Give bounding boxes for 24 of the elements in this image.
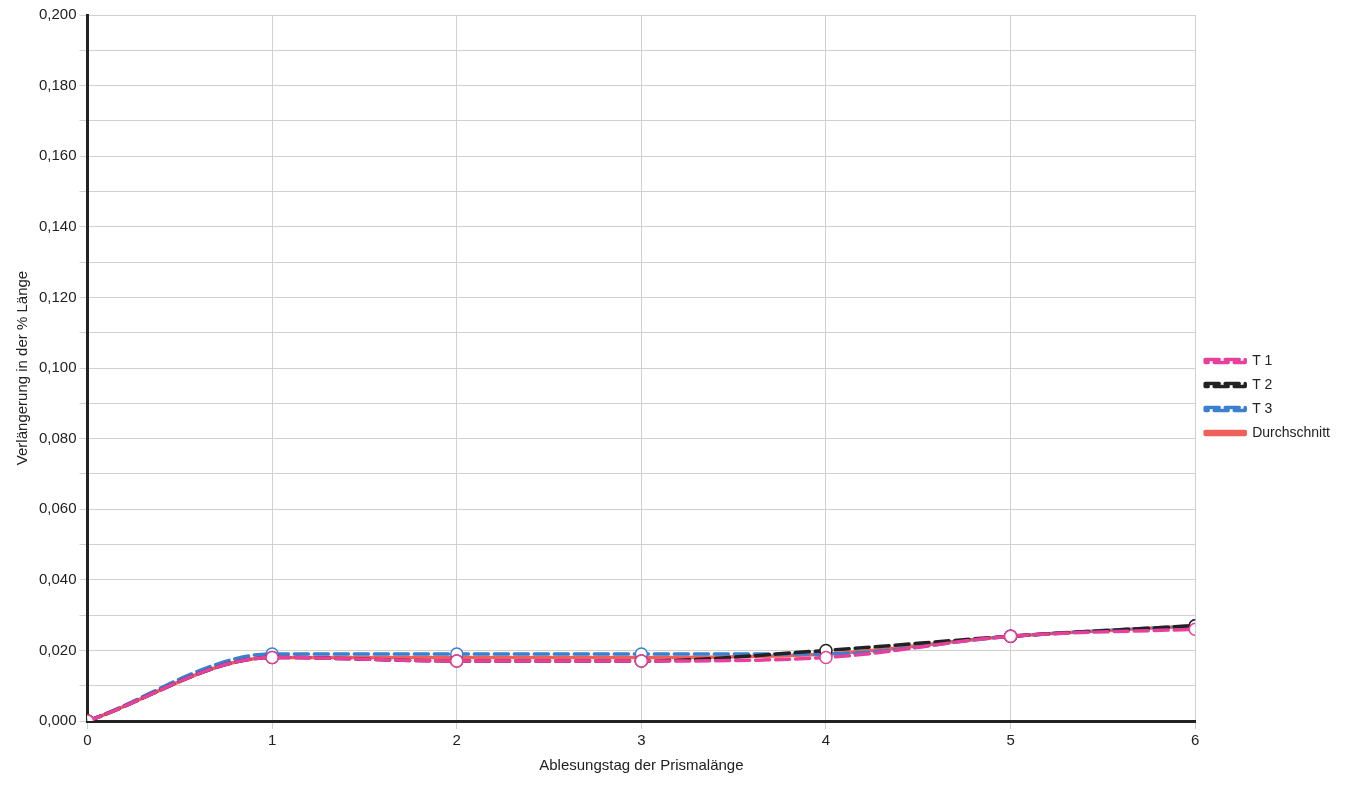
- x-axis-title: Ablesungstag der Prismalänge: [539, 756, 744, 774]
- y-axis-title: Verlängerung in der % Länge: [13, 270, 31, 466]
- y-tick-label: 0,140: [38, 216, 77, 234]
- y-tick-label: 0,000: [38, 711, 77, 729]
- x-tick-label: 2: [452, 731, 461, 749]
- x-tick-label: 6: [1191, 731, 1200, 749]
- x-tick-label: 1: [267, 731, 277, 749]
- x-tick-label: 3: [637, 731, 646, 749]
- x-tick-label: 5: [1006, 731, 1015, 749]
- y-tick-label: 0,060: [38, 499, 77, 517]
- legend-label: T 3: [1252, 399, 1273, 416]
- legend-label: T 2: [1252, 375, 1273, 392]
- y-tick-label: 0,120: [38, 287, 77, 305]
- legend-label: T 1: [1252, 351, 1273, 368]
- y-tick-label: 0,080: [38, 428, 77, 446]
- y-tick-label: 0,180: [38, 75, 77, 93]
- legend-label: Durchschnitt: [1252, 423, 1331, 440]
- x-tick-label: 0: [83, 731, 92, 749]
- y-tick-label: 0,160: [38, 146, 77, 164]
- y-tick-label: 0,100: [38, 358, 77, 376]
- y-tick-label: 0,200: [38, 5, 77, 23]
- x-tick-label: 4: [821, 731, 831, 749]
- y-tick-label: 0,020: [38, 640, 77, 658]
- y-tick-label: 0,040: [38, 569, 77, 587]
